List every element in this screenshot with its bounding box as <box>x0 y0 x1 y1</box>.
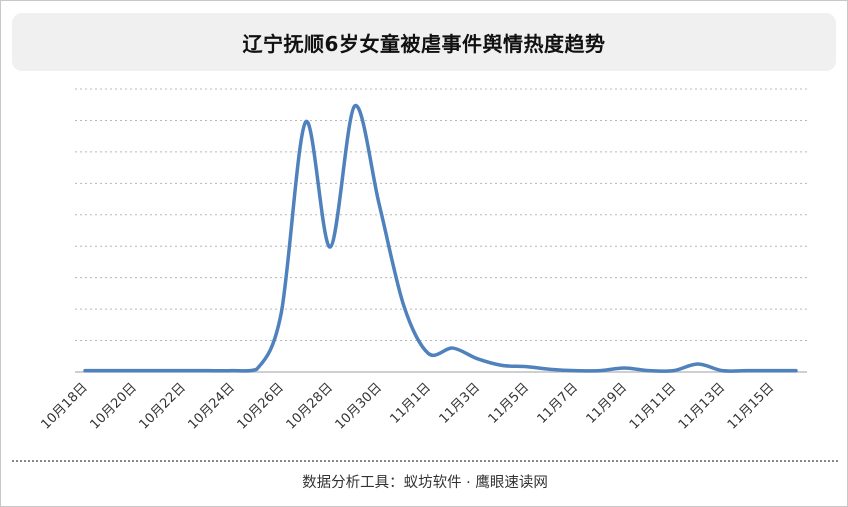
x-tick-label: 11月3日 <box>437 380 484 427</box>
chart-title: 辽宁抚顺6岁女童被虐事件舆情热度趋势 <box>242 31 606 56</box>
x-tick-label: 11月15日 <box>725 380 777 432</box>
x-axis-ticks: 10月18日10月20日10月22日10月24日10月26日10月28日10月3… <box>38 380 777 432</box>
footer-credit: 数据分析工具：蚁坊软件 · 鹰眼速读网 <box>302 475 548 491</box>
x-tick-label: 11月7日 <box>535 380 582 427</box>
x-tick-label: 10月24日 <box>186 380 238 432</box>
x-tick-label: 10月22日 <box>137 380 189 432</box>
line-chart: 10月18日10月20日10月22日10月24日10月26日10月28日10月3… <box>38 88 807 433</box>
x-tick-label: 11月9日 <box>584 380 631 427</box>
x-tick-label: 10月30日 <box>333 380 385 432</box>
x-tick-label: 11月1日 <box>388 380 435 427</box>
x-tick-label: 11月5日 <box>486 380 533 427</box>
title-bar: 辽宁抚顺6岁女童被虐事件舆情热度趋势 <box>12 13 836 71</box>
x-tick-label: 11月13日 <box>676 380 728 432</box>
gridlines <box>75 88 807 342</box>
x-tick-label: 10月20日 <box>87 380 139 432</box>
series-line-heat <box>83 104 798 373</box>
footer-divider <box>12 460 838 462</box>
x-tick-label: 11月11日 <box>627 380 679 432</box>
x-tick-label: 10月28日 <box>284 380 336 432</box>
x-tick-label: 10月26日 <box>235 380 287 432</box>
x-tick-label: 10月18日 <box>38 380 90 432</box>
